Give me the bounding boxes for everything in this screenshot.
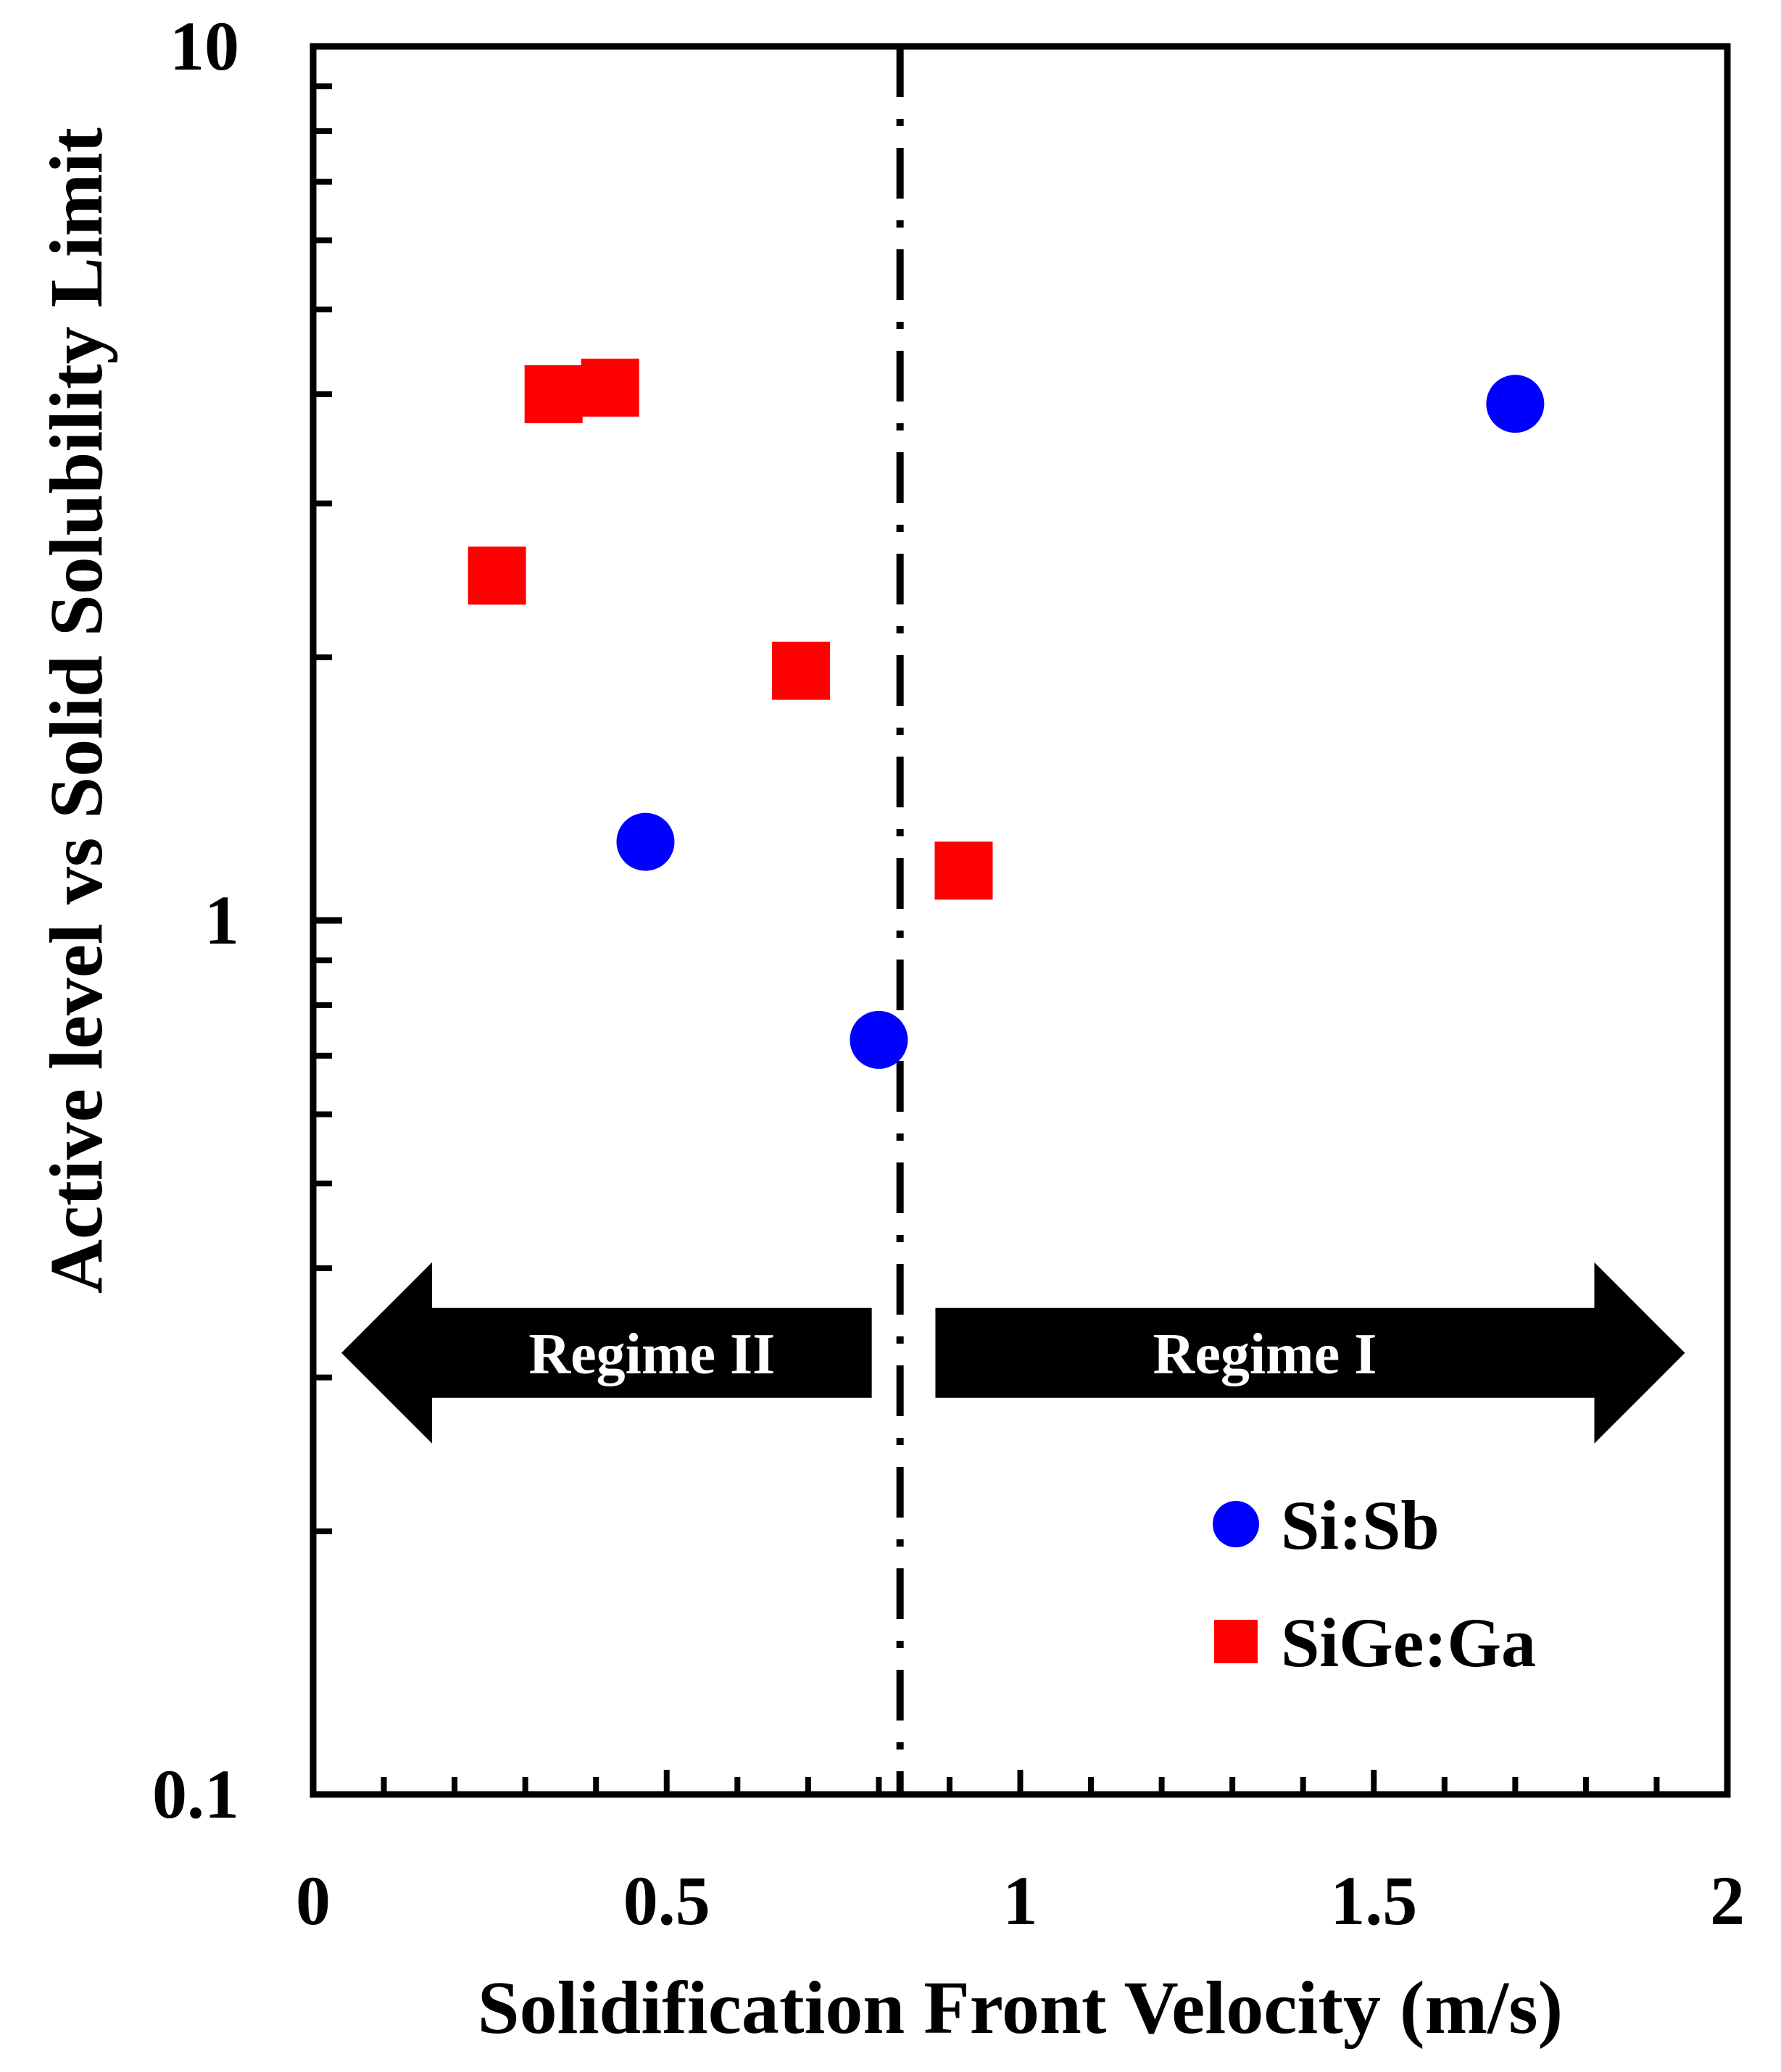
x-tick-label: 1 <box>1003 1862 1038 1939</box>
x-tick-label: 1.5 <box>1330 1862 1417 1939</box>
x-axis-title: Solidification Front Velocity (m/s) <box>478 1966 1563 2050</box>
regime-ii-arrow <box>341 1262 872 1444</box>
sige-ga-point <box>468 546 526 605</box>
regime-i-arrow <box>935 1262 1685 1444</box>
y-tick-label: 10 <box>170 7 239 85</box>
legend-marker-si-sb <box>1213 1501 1259 1547</box>
y-tick-label: 1 <box>204 881 239 959</box>
legend-marker-sige-ga <box>1214 1620 1258 1663</box>
y-axis-title: Active level vs Solid Solubility Limit <box>35 128 118 1294</box>
regime-ii-label: Regime II <box>528 1323 775 1386</box>
y-tick-label: 0.1 <box>152 1755 239 1833</box>
sige-ga-point <box>524 365 583 423</box>
legend-label-sige-ga: SiGe:Ga <box>1281 1604 1536 1681</box>
regime-i-label: Regime I <box>1153 1323 1377 1386</box>
x-tick-label: 0 <box>296 1862 331 1939</box>
si-sb-point <box>616 812 675 871</box>
x-tick-label: 0.5 <box>623 1862 710 1939</box>
si-sb-point <box>850 1010 908 1069</box>
sige-ga-point <box>934 841 993 900</box>
sige-ga-point <box>772 641 831 700</box>
sige-ga-point <box>581 358 639 417</box>
plot-frame <box>310 43 1731 1798</box>
si-sb-point <box>1486 375 1545 433</box>
legend-label-si-sb: Si:Sb <box>1281 1486 1440 1564</box>
x-tick-label: 2 <box>1710 1862 1745 1939</box>
plot-layer: 0 0.5 1 1.5 2 0.1 1 10 Regime II Regime I Si:Sb SiG… <box>152 7 1745 1939</box>
